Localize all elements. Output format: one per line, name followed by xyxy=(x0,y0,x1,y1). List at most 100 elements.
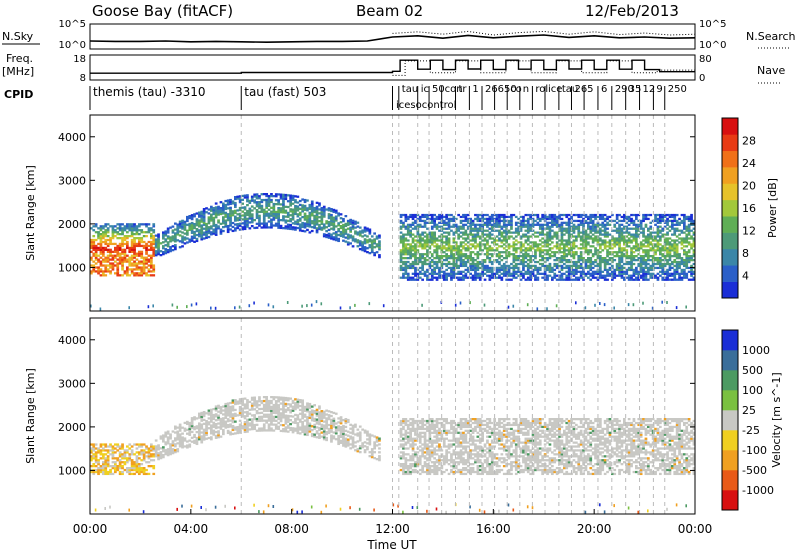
echo-cell xyxy=(346,223,350,226)
echo-cell xyxy=(536,243,540,246)
echo-cell xyxy=(476,219,480,223)
echo-cell xyxy=(411,247,415,250)
echo-cell xyxy=(426,245,429,248)
echo-cell xyxy=(193,215,196,218)
echo-cell xyxy=(486,241,489,244)
echo-cell xyxy=(495,239,499,242)
echo-cell xyxy=(99,238,103,242)
echo-cell xyxy=(536,268,540,272)
echo-cell xyxy=(464,229,468,232)
echo-cell xyxy=(517,259,520,262)
echo-cell xyxy=(212,222,216,225)
echo-cell xyxy=(253,195,256,198)
echo-cell xyxy=(591,245,595,248)
echo-cell xyxy=(560,276,564,279)
echo-cell xyxy=(630,262,633,266)
echo-cell xyxy=(150,270,153,273)
echo-cell xyxy=(512,272,516,275)
echo-cell xyxy=(464,268,468,272)
echo-cell xyxy=(104,445,108,448)
echo-cell xyxy=(529,225,532,228)
echo-cell xyxy=(224,406,228,410)
echo-cell xyxy=(430,259,434,262)
echo-cell xyxy=(243,216,247,219)
echo-cell xyxy=(402,260,405,264)
echo-cell xyxy=(565,276,569,279)
echo-cell xyxy=(214,413,218,416)
echo-cell xyxy=(140,256,144,259)
echo-cell xyxy=(109,250,112,253)
echo-cell xyxy=(471,278,475,281)
echo-cell xyxy=(563,243,566,246)
echo-cell xyxy=(560,260,564,264)
echo-cell xyxy=(138,252,141,255)
echo-cell xyxy=(370,239,374,242)
echo-cell xyxy=(635,247,638,250)
echo-cell xyxy=(567,253,571,256)
echo-cell xyxy=(683,259,686,262)
echo-cell xyxy=(438,260,441,264)
echo-cell xyxy=(399,249,403,252)
echo-cell xyxy=(243,218,247,221)
echo-cell xyxy=(351,225,355,228)
echo-cell xyxy=(267,214,271,217)
echo-cell xyxy=(140,240,144,244)
echo-cell xyxy=(481,235,484,238)
echo-cell xyxy=(354,230,357,233)
echo-cell xyxy=(630,219,633,223)
echo-cell xyxy=(202,432,206,435)
echo-cell xyxy=(222,425,225,428)
echo-cell xyxy=(207,235,211,239)
echo-cell xyxy=(606,251,609,254)
echo-cell xyxy=(109,240,112,244)
echo-cell xyxy=(464,260,468,264)
echo-cell xyxy=(481,268,484,272)
echo-cell xyxy=(147,248,151,251)
echo-cell xyxy=(464,262,468,266)
echo-cell xyxy=(126,451,129,454)
echo-cell xyxy=(507,272,511,275)
echo-cell xyxy=(166,231,170,234)
echo-cell xyxy=(111,451,115,454)
echo-cell xyxy=(416,278,420,281)
echo-cell xyxy=(678,274,681,277)
echo-cell xyxy=(630,259,633,262)
echo-cell xyxy=(298,211,302,214)
echo-cell xyxy=(140,254,144,257)
echo-cell xyxy=(308,205,312,209)
echo-cell xyxy=(474,278,477,281)
echo-cell xyxy=(190,221,194,225)
echo-cell xyxy=(644,251,648,254)
echo-cell xyxy=(140,445,144,448)
echo-cell xyxy=(111,229,115,232)
echo-cell xyxy=(594,213,597,217)
echo-cell xyxy=(647,262,650,266)
echo-cell xyxy=(620,276,624,279)
echo-cell xyxy=(238,406,242,409)
echo-cell xyxy=(548,247,552,250)
echo-cell xyxy=(543,241,547,244)
echo-cell xyxy=(683,227,686,230)
echo-cell xyxy=(563,278,566,281)
echo-cell xyxy=(450,266,453,270)
echo-cell xyxy=(241,194,244,198)
echo-cell xyxy=(469,251,472,254)
echo-cell xyxy=(589,259,593,262)
ground-scatter-cell xyxy=(483,303,486,307)
echo-cell xyxy=(488,227,492,230)
echo-cell xyxy=(452,245,456,248)
echo-cell xyxy=(452,272,456,275)
ground-scatter-cell xyxy=(267,303,270,307)
echo-cell xyxy=(111,264,115,267)
echo-cell xyxy=(363,230,367,233)
echo-cell xyxy=(217,410,220,413)
echo-cell xyxy=(486,255,489,258)
echo-cell xyxy=(599,217,602,221)
echo-cell xyxy=(130,445,134,448)
echo-cell xyxy=(447,272,451,275)
echo-cell xyxy=(510,217,513,221)
echo-cell xyxy=(613,268,617,272)
echo-cell xyxy=(90,272,93,275)
echo-cell xyxy=(668,253,672,256)
echo-cell xyxy=(671,227,674,230)
